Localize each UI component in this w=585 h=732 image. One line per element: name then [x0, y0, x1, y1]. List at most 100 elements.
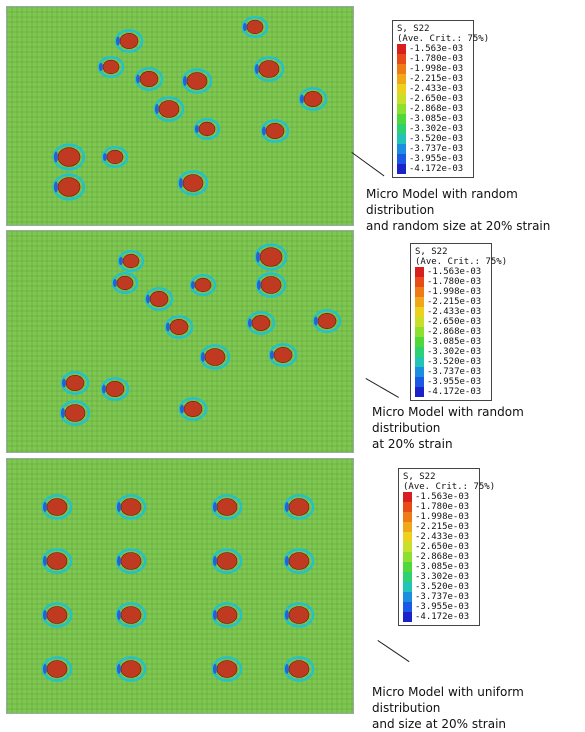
cold-spot — [285, 664, 289, 674]
cold-spot — [213, 502, 217, 512]
cold-spot — [155, 104, 159, 114]
legend-value: -1.780e-03 — [415, 502, 470, 512]
legend-row: -3.520e-03 — [403, 582, 475, 592]
legend-swatch — [403, 532, 412, 542]
legend-row: -3.955e-03 — [403, 602, 475, 612]
legend-value: -3.520e-03 — [415, 582, 470, 592]
legend-value: -2.215e-03 — [415, 522, 470, 532]
legend-swatch — [415, 297, 424, 307]
inclusion — [288, 660, 310, 678]
legend-value: -2.433e-03 — [415, 532, 470, 542]
legend-value: -2.215e-03 — [427, 297, 482, 307]
inclusion — [288, 606, 310, 624]
cold-spot — [300, 94, 304, 104]
cold-spot — [119, 257, 123, 265]
inclusion — [194, 277, 212, 293]
legend-swatch — [403, 612, 412, 622]
caption-line: Micro Model with random distribution — [366, 187, 518, 217]
cold-spot — [99, 63, 103, 71]
legend-row: -2.433e-03 — [403, 532, 475, 542]
cold-spot — [180, 404, 184, 414]
inclusion — [120, 606, 142, 624]
inclusion — [46, 552, 68, 570]
legend-row: -3.085e-03 — [403, 562, 475, 572]
legend-value: -3.302e-03 — [409, 124, 464, 134]
cold-spot — [117, 556, 121, 566]
inclusion — [57, 147, 81, 167]
legend-row: -2.868e-03 — [397, 104, 469, 114]
legend-swatch — [397, 164, 406, 174]
legend-swatch — [415, 267, 424, 277]
legend-swatch — [415, 337, 424, 347]
legend-swatch — [397, 124, 406, 134]
legend-scale: -1.563e-03 -1.780e-03 -1.998e-03 -2.215e-03… — [415, 267, 487, 397]
inclusion — [273, 347, 293, 363]
legend-row: -3.520e-03 — [415, 357, 487, 367]
legend-row: -2.433e-03 — [415, 307, 487, 317]
cold-spot — [213, 610, 217, 620]
legend-value: -3.085e-03 — [415, 562, 470, 572]
legend-row: -3.955e-03 — [415, 377, 487, 387]
inclusion — [317, 313, 337, 329]
cold-spot — [285, 502, 289, 512]
inclusion — [139, 71, 159, 87]
inclusion — [120, 660, 142, 678]
legend-value: -1.998e-03 — [415, 512, 470, 522]
cold-spot — [117, 502, 121, 512]
legend-row: -1.563e-03 — [397, 44, 469, 54]
caption-2: Micro Model with random distribution at … — [372, 404, 585, 452]
legend-swatch — [403, 522, 412, 532]
legend-value: -3.302e-03 — [427, 347, 482, 357]
inclusion — [259, 247, 283, 267]
inclusion — [251, 315, 271, 331]
legend-value: -1.563e-03 — [415, 492, 470, 502]
legend-row: -2.433e-03 — [397, 84, 469, 94]
legend-title: S, S22 — [397, 24, 430, 34]
cold-spot — [43, 610, 47, 620]
inclusion — [246, 19, 264, 35]
legend-row: -1.998e-03 — [415, 287, 487, 297]
fea-plot-random-distribution-random-size — [6, 6, 354, 226]
legend-value: -4.172e-03 — [415, 612, 470, 622]
legend-swatch — [397, 64, 406, 74]
inclusion — [46, 606, 68, 624]
legend-swatch — [415, 387, 424, 397]
legend-swatch — [415, 377, 424, 387]
cold-spot — [191, 281, 195, 289]
inclusion — [216, 606, 238, 624]
inclusion — [102, 59, 120, 75]
fea-plot-uniform-distribution — [6, 458, 354, 714]
legend-row: -1.998e-03 — [403, 512, 475, 522]
legend-row: -1.780e-03 — [415, 277, 487, 287]
legend-swatch — [415, 317, 424, 327]
caption-pointer-line — [365, 378, 399, 398]
legend-row: -3.737e-03 — [403, 592, 475, 602]
legend-row: -2.650e-03 — [403, 542, 475, 552]
inclusion — [198, 121, 216, 137]
legend-value: -2.868e-03 — [409, 104, 464, 114]
inclusion — [149, 291, 169, 307]
inclusion — [288, 552, 310, 570]
cold-spot — [248, 318, 252, 328]
inclusion — [46, 660, 68, 678]
cold-spot — [166, 322, 170, 332]
legend-value: -3.955e-03 — [427, 377, 482, 387]
cold-spot — [213, 556, 217, 566]
inclusion — [120, 498, 142, 516]
cold-spot — [262, 126, 266, 136]
inclusion — [204, 348, 226, 366]
caption-3: Micro Model with uniform distribution an… — [372, 684, 585, 732]
legend-row: -3.302e-03 — [397, 124, 469, 134]
stress-legend: S, S22 (Ave. Crit.: 75%) -1.563e-03 -1.78… — [398, 468, 495, 626]
legend-value: -2.868e-03 — [427, 327, 482, 337]
legend-swatch — [403, 592, 412, 602]
legend-value: -3.302e-03 — [415, 572, 470, 582]
legend-swatch — [403, 492, 412, 502]
legend-swatch — [403, 572, 412, 582]
legend-value: -1.780e-03 — [409, 54, 464, 64]
cold-spot — [136, 74, 140, 84]
inclusion — [169, 319, 189, 335]
legend-value: -1.563e-03 — [427, 267, 482, 277]
cold-spot — [113, 279, 117, 287]
legend-swatch — [397, 144, 406, 154]
